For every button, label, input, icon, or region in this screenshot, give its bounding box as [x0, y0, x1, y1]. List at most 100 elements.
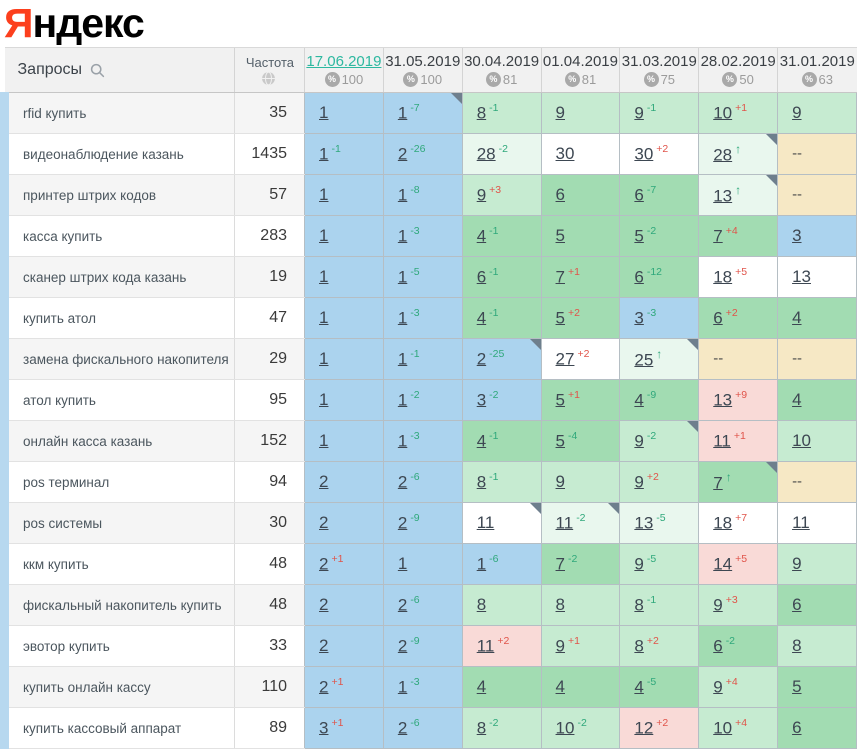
position-cell[interactable]: 1 -2 [382, 379, 463, 421]
position-cell[interactable]: 4 [461, 666, 542, 708]
keyword-cell[interactable]: pos системы [0, 502, 235, 544]
position-cell[interactable]: 8 [461, 584, 542, 626]
position-value[interactable]: 4 [476, 226, 487, 246]
position-value[interactable]: 7 [555, 267, 565, 287]
position-cell[interactable]: 13 [777, 256, 857, 298]
position-cell[interactable]: 9 +4 [698, 666, 779, 708]
position-cell[interactable]: 9 [777, 543, 857, 585]
position-cell[interactable]: 1 -3 [382, 215, 463, 257]
position-cell[interactable]: 1 -3 [382, 666, 463, 708]
position-value[interactable]: 1 [397, 349, 408, 369]
position-cell[interactable]: 6 -7 [619, 174, 700, 216]
position-value[interactable]: 25 [634, 350, 654, 370]
position-cell[interactable]: 8 [540, 584, 621, 626]
position-value[interactable]: 13 [713, 390, 733, 410]
position-cell[interactable]: 1 [304, 297, 384, 339]
position-cell[interactable]: 7 +4 [698, 215, 779, 257]
position-value[interactable]: 2 [319, 554, 329, 574]
position-cell[interactable]: 8 -1 [619, 584, 700, 626]
position-cell[interactable]: 11 +1 [698, 420, 779, 462]
position-value[interactable]: 10 [713, 718, 733, 738]
position-value[interactable]: 7 [713, 473, 723, 493]
position-cell[interactable]: 9 -2 [619, 420, 700, 462]
position-cell[interactable]: 18 +7 [698, 502, 779, 544]
position-value[interactable]: 4 [476, 308, 487, 328]
date-link[interactable]: 30.04.2019 [464, 53, 540, 70]
position-value[interactable]: 28 [713, 145, 733, 165]
position-cell[interactable]: 28 -2 [461, 133, 542, 175]
position-cell[interactable]: 1 [382, 543, 463, 585]
position-cell[interactable]: 3 [777, 215, 857, 257]
position-value[interactable]: 8 [792, 636, 802, 655]
position-value[interactable]: 1 [397, 267, 408, 287]
position-cell[interactable]: 2 +1 [304, 543, 384, 585]
position-value[interactable]: 13 [634, 513, 654, 533]
position-value[interactable]: 3 [792, 226, 802, 245]
position-value[interactable]: 1 [319, 431, 329, 450]
position-cell[interactable]: 3 -3 [619, 297, 700, 339]
position-value[interactable]: 2 [319, 677, 329, 697]
position-value[interactable]: 2 [476, 349, 487, 369]
position-value[interactable]: 9 [792, 554, 802, 573]
position-value[interactable]: 6 [713, 308, 723, 328]
position-cell[interactable]: 8 +2 [619, 625, 700, 667]
position-value[interactable]: 18 [713, 267, 733, 287]
keyword-cell[interactable]: pos терминал [0, 461, 235, 503]
position-cell[interactable]: 1 -7 [382, 92, 463, 134]
keyword-cell[interactable]: купить кассовый аппарат [0, 707, 235, 749]
position-value[interactable]: 9 [555, 472, 565, 491]
position-cell[interactable]: 7 +1 [540, 256, 621, 298]
date-link[interactable]: 31.01.2019 [779, 53, 855, 70]
position-value[interactable]: 1 [397, 103, 408, 123]
position-value[interactable]: 10 [555, 718, 575, 738]
position-cell[interactable]: 11 [461, 502, 542, 544]
keyword-cell[interactable]: атол купить [0, 379, 235, 421]
position-value[interactable]: 5 [634, 226, 644, 246]
position-cell[interactable]: 2 +1 [304, 666, 384, 708]
position-cell[interactable]: 1 [304, 420, 384, 462]
position-cell[interactable]: 2 -6 [382, 584, 463, 626]
position-cell[interactable]: 9 +3 [698, 584, 779, 626]
position-value[interactable]: 1 [397, 554, 408, 573]
keyword-cell[interactable]: принтер штрих кодов [0, 174, 235, 216]
position-cell[interactable]: 2 -9 [382, 625, 463, 667]
position-value[interactable]: 12 [634, 718, 654, 738]
date-link[interactable]: 31.05.2019 [385, 53, 461, 70]
position-cell[interactable]: 30 [540, 133, 621, 175]
position-cell[interactable]: 18 +5 [698, 256, 779, 298]
position-cell[interactable]: 6 -1 [461, 256, 542, 298]
position-value[interactable]: 6 [792, 595, 802, 614]
position-cell[interactable]: 7 ↑ [698, 461, 779, 503]
position-value[interactable]: 3 [319, 718, 329, 738]
position-value[interactable]: 5 [555, 226, 565, 245]
position-value[interactable]: 27 [555, 349, 575, 369]
position-cell[interactable]: 11 -2 [540, 502, 621, 544]
position-value[interactable]: 18 [713, 513, 733, 533]
position-value[interactable]: 5 [555, 308, 565, 328]
position-value[interactable]: 2 [397, 636, 408, 656]
position-value[interactable]: 2 [319, 636, 329, 655]
position-value[interactable]: 10 [713, 103, 733, 123]
position-value[interactable]: 6 [713, 636, 723, 656]
position-cell[interactable]: 2 -6 [382, 707, 463, 749]
position-value[interactable]: 9 [713, 595, 723, 615]
position-cell[interactable]: 10 [777, 420, 857, 462]
position-value[interactable]: 4 [634, 390, 644, 410]
keyword-cell[interactable]: rfid купить [0, 92, 235, 134]
position-cell[interactable]: 6 [777, 584, 857, 626]
position-value[interactable]: 1 [319, 349, 329, 368]
position-cell[interactable]: 4 -1 [461, 215, 542, 257]
position-cell[interactable]: 1 -1 [382, 338, 463, 380]
position-value[interactable]: 9 [792, 103, 802, 122]
position-cell[interactable]: 1 [304, 338, 384, 380]
position-value[interactable]: 7 [555, 554, 565, 574]
position-cell[interactable]: 5 -4 [540, 420, 621, 462]
position-value[interactable]: 6 [634, 185, 644, 205]
keyword-cell[interactable]: сканер штрих кода казань [0, 256, 235, 298]
position-cell[interactable]: 8 -1 [461, 461, 542, 503]
position-value[interactable]: 5 [555, 431, 565, 451]
position-cell[interactable]: 6 -12 [619, 256, 700, 298]
position-cell[interactable]: 5 +2 [540, 297, 621, 339]
date-link[interactable]: 31.03.2019 [621, 53, 697, 70]
position-value[interactable]: 1 [397, 390, 408, 410]
